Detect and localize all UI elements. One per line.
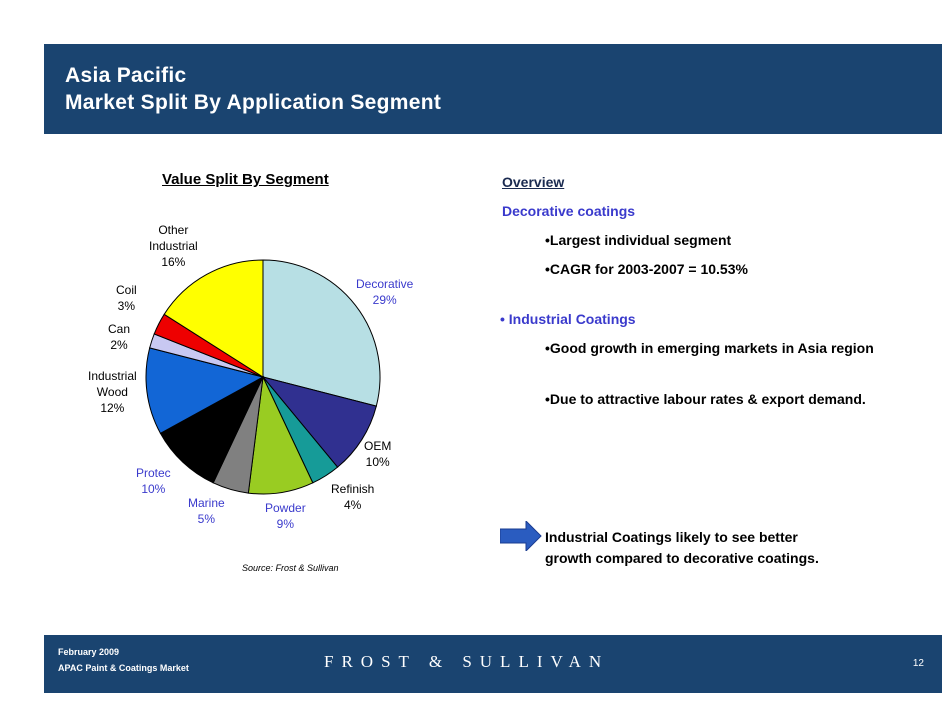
industrial-heading: • Industrial Coatings [500, 311, 636, 327]
overview-heading: Overview [502, 174, 565, 190]
industrial-bullet-1: •Good growth in emerging markets in Asia… [545, 340, 874, 356]
pie-slice-other-industrial [163, 259, 264, 378]
page-number: 12 [912, 658, 924, 669]
decorative-bullet-2: •CAGR for 2003-2007 = 10.53% [545, 261, 748, 277]
slide-title-line1: Asia Pacific [65, 64, 187, 87]
chart-title: Value Split By Segment [162, 171, 329, 188]
right-arrow-icon [500, 521, 542, 551]
label-other-industrial: Other Industrial 16% [149, 223, 198, 269]
industrial-bullet-2: •Due to attractive labour rates & export… [545, 391, 866, 407]
title-banner: Asia Pacific Market Split By Application… [44, 44, 942, 134]
pie-slice-oem [261, 376, 377, 468]
footer-date: February 2009 [58, 647, 120, 657]
chart-source: Source: Frost & Sullivan [242, 563, 339, 573]
slide-title-line2: Market Split By Application Segment [65, 91, 442, 114]
footer-bar: February 2009 APAC Paint & Coatings Mark… [44, 635, 942, 693]
label-marine: Marine 5% [188, 496, 225, 526]
label-protec: Protec 10% [136, 466, 171, 496]
label-oem: OEM 10% [364, 439, 392, 469]
label-powder: Powder 9% [265, 501, 306, 531]
pie-slice-decorative [262, 259, 381, 407]
pie-slice-industrial-wood [145, 347, 265, 435]
frost-sullivan-logo: FROST & SULLIVAN [324, 652, 610, 671]
decorative-heading: Decorative coatings [502, 203, 636, 219]
label-refinish: Refinish 4% [331, 482, 375, 512]
footer-subtitle: APAC Paint & Coatings Market [58, 663, 189, 673]
decorative-bullet-1: •Largest individual segment [545, 232, 732, 248]
label-industrial-wood: Industrial Wood 12% [88, 369, 137, 415]
label-coil: Coil 3% [116, 283, 137, 313]
label-can: Can 2% [108, 322, 131, 352]
label-decorative: Decorative 29% [356, 277, 414, 307]
pie-slice-protec [159, 375, 265, 484]
conclusion-text: Industrial Coatings likely to see better… [545, 529, 819, 566]
